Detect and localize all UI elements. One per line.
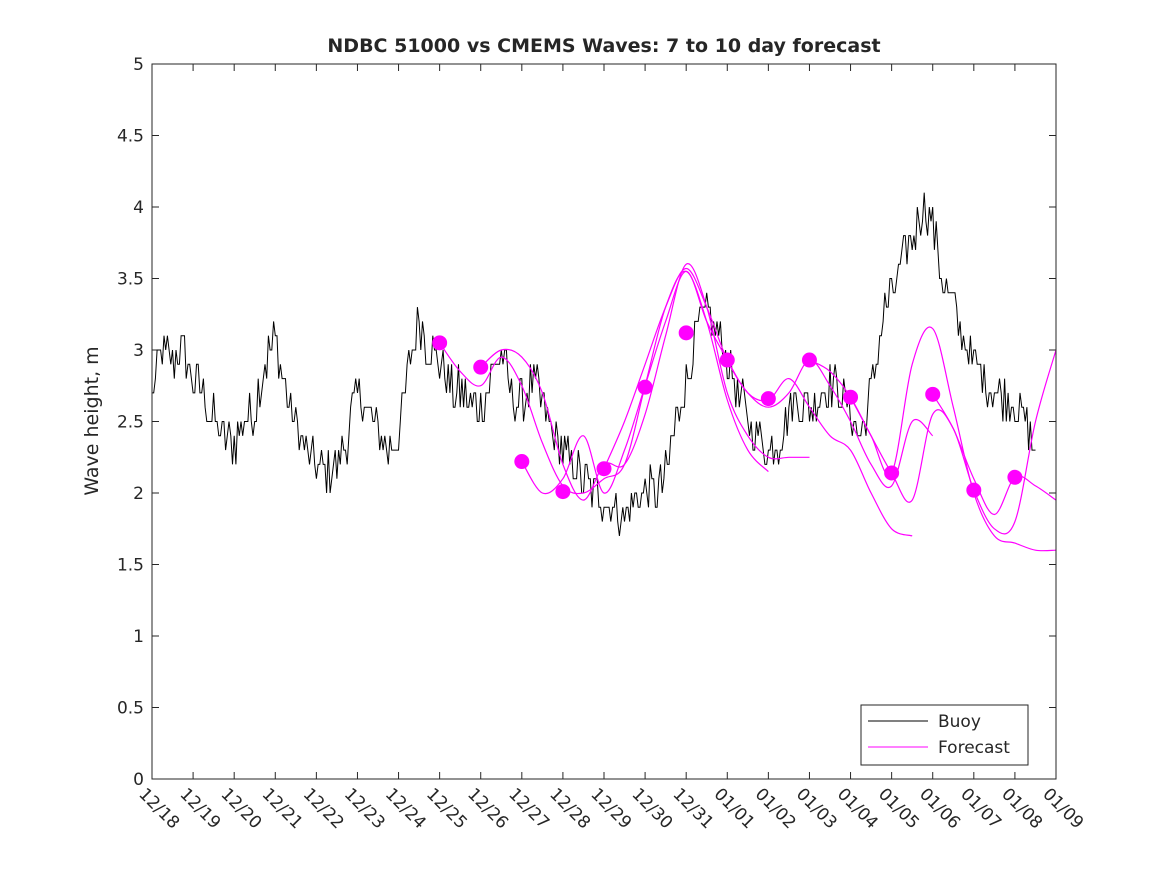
forecast-marker [432, 335, 448, 351]
y-tick-label: 0.5 [117, 699, 144, 719]
forecast-marker [801, 352, 817, 368]
forecast-line [480, 263, 810, 501]
forecast-marker [843, 389, 859, 405]
forecast-marker [760, 391, 776, 407]
forecast-marker [1007, 469, 1023, 485]
forecast-line [603, 267, 934, 489]
forecast-marker [884, 465, 900, 481]
y-tick-label: 2.5 [117, 413, 144, 433]
legend-forecast-label: Forecast [938, 738, 1010, 758]
forecast-marker [678, 325, 694, 341]
y-tick-label: 4.5 [117, 127, 144, 147]
legend-buoy-label: Buoy [938, 712, 981, 732]
forecast-marker [596, 461, 612, 477]
y-tick-label: 3 [133, 341, 144, 361]
forecast-marker [966, 482, 982, 498]
y-tick-label: 1 [133, 627, 144, 647]
legend-box [860, 704, 1029, 766]
legend: Buoy Forecast [860, 704, 1029, 766]
y-tick-label: 5 [133, 55, 144, 75]
buoy-line [152, 192, 1036, 536]
forecast-markers [432, 325, 1023, 500]
forecast-line [521, 270, 913, 537]
forecast-marker [473, 359, 489, 375]
forecast-line [439, 270, 769, 495]
chart-title: NDBC 51000 vs CMEMS Waves: 7 to 10 day f… [327, 35, 880, 57]
forecast-marker [719, 352, 735, 368]
y-tick-label: 0 [133, 770, 144, 790]
forecast-marker [637, 379, 653, 395]
y-tick-label: 3.5 [117, 270, 144, 290]
y-tick-label: 4 [133, 198, 144, 218]
buoy-series [152, 192, 1036, 536]
y-tick-label: 2 [133, 484, 144, 504]
forecast-marker [555, 484, 571, 500]
forecast-marker [514, 454, 530, 470]
forecast-line [932, 393, 1057, 516]
y-tick-label: 1.5 [117, 556, 144, 576]
plot-frame [151, 63, 1057, 780]
y-axis-label: Wave height, m [81, 346, 103, 495]
plot-area [152, 64, 1056, 779]
forecast-marker [925, 386, 941, 402]
